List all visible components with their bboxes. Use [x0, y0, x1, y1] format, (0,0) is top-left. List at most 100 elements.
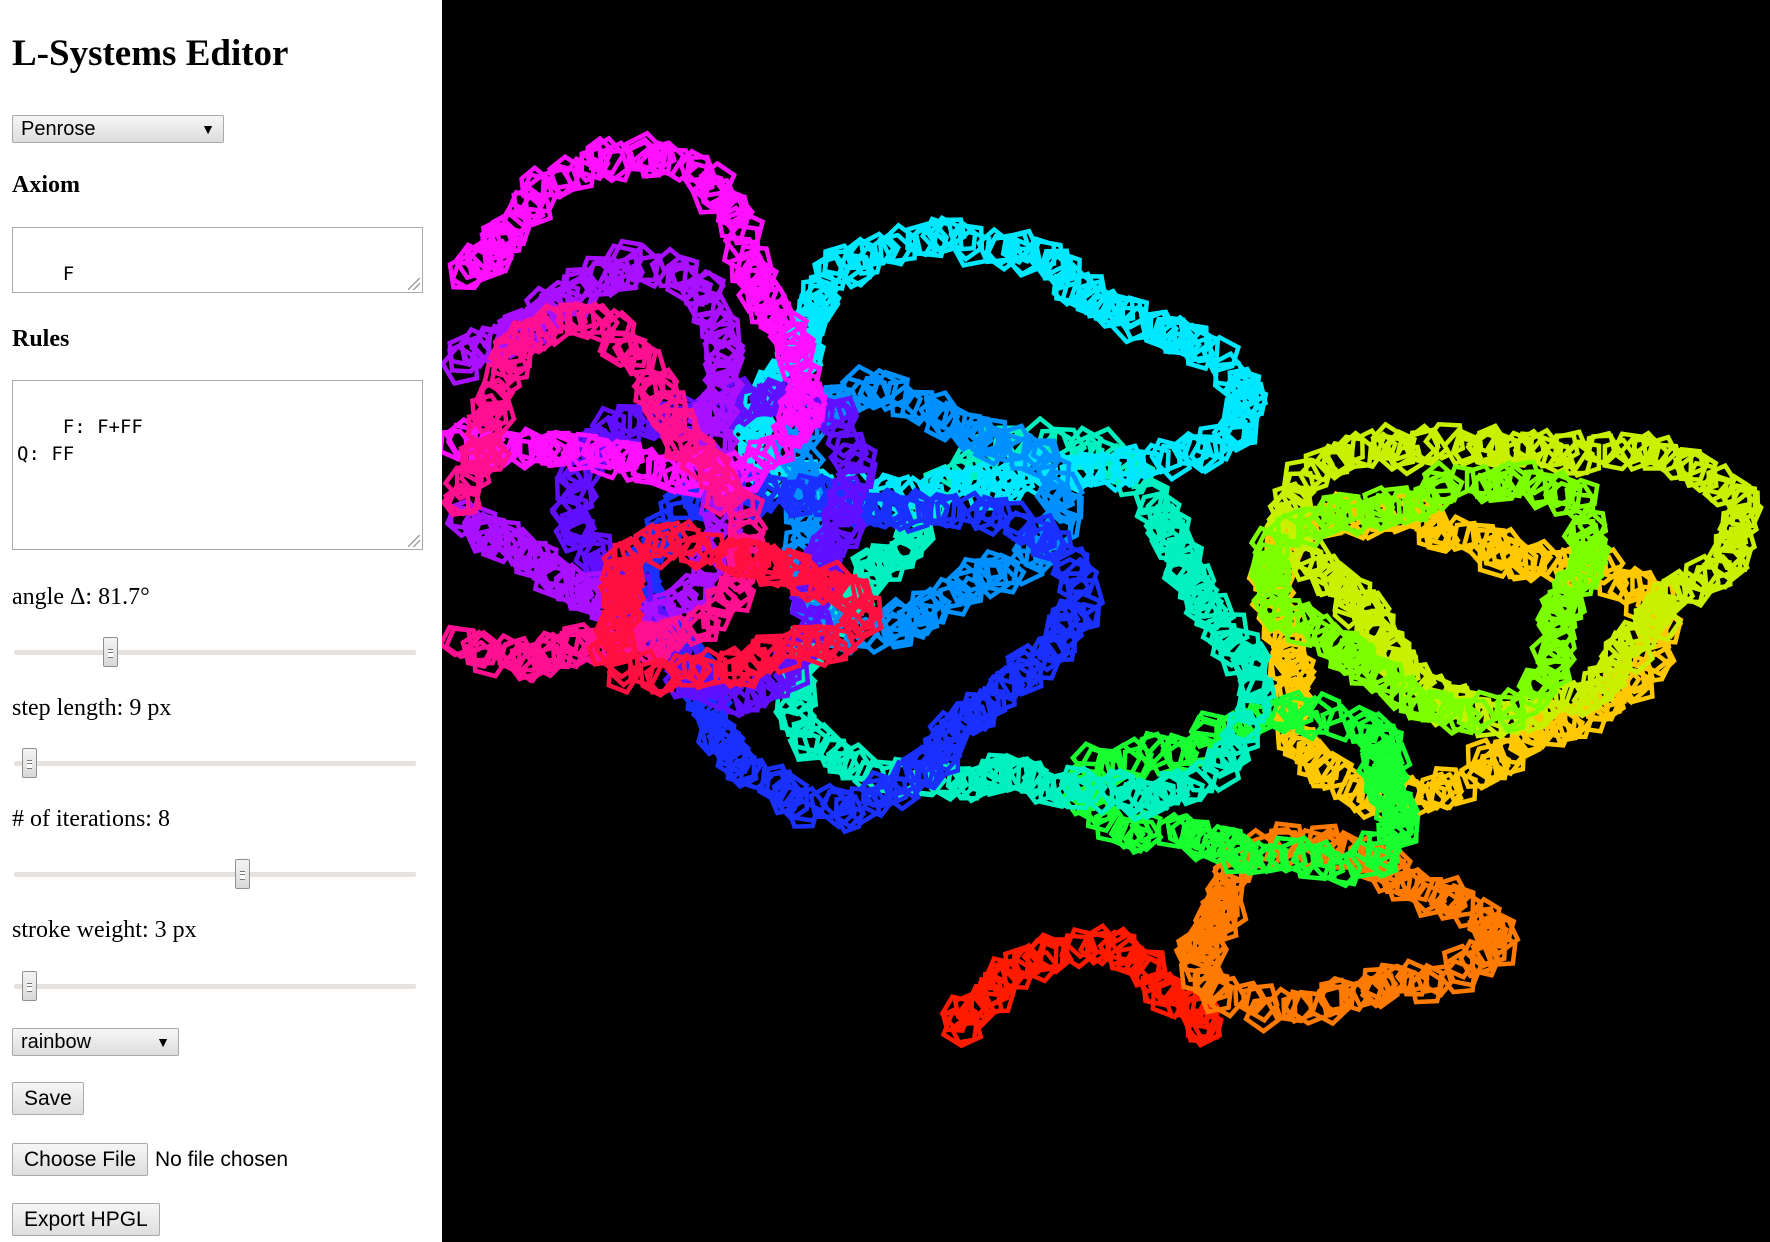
pentagon-tile — [1297, 694, 1336, 735]
pentagon-tile — [557, 574, 595, 611]
pentagon-tile — [629, 448, 666, 482]
pentagon-tile — [1328, 859, 1360, 889]
pentagon-tile — [442, 624, 475, 658]
chevron-down-icon: ▼ — [156, 1034, 170, 1050]
pentagon-tile — [705, 584, 738, 615]
pentagon-tile — [1683, 460, 1719, 494]
pentagon-tile — [1022, 512, 1063, 554]
pentagon-tile — [776, 411, 809, 441]
pentagon-tile — [1563, 491, 1596, 527]
slider-thumb[interactable] — [22, 971, 37, 1001]
pentagon-tile — [1150, 316, 1187, 351]
angle-slider[interactable] — [14, 637, 416, 667]
slider-thumb[interactable] — [235, 859, 250, 889]
rules-value: F: F+FF Q: FF — [17, 416, 143, 465]
resize-handle-icon[interactable] — [408, 278, 420, 290]
pentagon-tile — [599, 558, 631, 592]
pentagon-tile — [703, 486, 733, 518]
pentagon-tile — [1039, 249, 1074, 285]
pentagon-tile — [709, 474, 741, 508]
pentagon-tile — [559, 627, 592, 658]
pentagon-tile — [994, 432, 1028, 464]
pentagon-tile — [923, 390, 960, 428]
pentagon-tile — [586, 634, 620, 667]
pentagon-tile — [888, 759, 920, 797]
pentagon-tile — [1112, 443, 1146, 481]
pentagon-tile — [573, 540, 608, 577]
save-button[interactable]: Save — [12, 1082, 84, 1115]
iterations-slider[interactable] — [14, 859, 416, 889]
pentagon-tile — [878, 495, 913, 530]
pentagon-tile — [1427, 469, 1465, 503]
choose-file-button[interactable]: Choose File — [12, 1143, 149, 1176]
pentagon-tile — [610, 238, 643, 275]
pentagon-tile — [931, 400, 968, 440]
pentagon-tile — [1015, 760, 1052, 800]
pentagon-tile — [1265, 986, 1298, 1021]
pentagon-tile — [1647, 442, 1683, 474]
pentagon-tile — [945, 766, 979, 801]
pentagon-tile — [780, 410, 818, 446]
pentagon-tile — [921, 742, 961, 780]
pentagon-tile — [1320, 703, 1359, 743]
pentagon-tile — [844, 438, 878, 475]
pentagon-tile — [1030, 438, 1061, 465]
pentagon-tile — [780, 326, 817, 360]
pentagon-tile — [1212, 360, 1251, 401]
pentagon-tile — [974, 548, 1008, 581]
slider-thumb[interactable] — [103, 637, 118, 667]
pentagon-tile — [916, 761, 947, 791]
pentagon-tile — [1366, 759, 1399, 791]
pentagon-tile — [858, 231, 897, 266]
pentagon-tile — [606, 658, 640, 696]
pentagon-tile — [1309, 984, 1353, 1027]
pentagon-tile — [1552, 429, 1590, 472]
pentagon-tile — [1111, 736, 1155, 779]
pentagon-tile — [1162, 979, 1199, 1019]
rules-input[interactable]: F: F+FF Q: FF — [12, 380, 423, 550]
color-mode-select[interactable]: rainbow ▼ — [12, 1028, 179, 1056]
pentagon-tile — [554, 468, 589, 507]
pentagon-tile — [1050, 546, 1094, 589]
pentagon-tile — [1358, 608, 1399, 644]
slider-thumb[interactable] — [22, 748, 37, 778]
pentagon-tile — [563, 301, 597, 332]
step-length-slider[interactable] — [14, 748, 416, 778]
pentagon-tile — [997, 500, 1037, 537]
pentagon-tile — [510, 426, 548, 467]
pentagon-tile — [877, 232, 915, 267]
pentagon-tile — [1312, 750, 1355, 792]
pentagon-tile — [726, 211, 766, 246]
pentagon-tile — [599, 331, 643, 369]
pentagon-tile — [1175, 322, 1209, 359]
pentagon-tile — [442, 428, 474, 462]
pentagon-tile — [1156, 811, 1192, 850]
pentagon-tile — [1045, 249, 1082, 292]
stroke-weight-slider[interactable] — [14, 971, 416, 1001]
pentagon-tile — [860, 776, 897, 810]
export-hpgl-button[interactable]: Export HPGL — [12, 1203, 160, 1236]
pentagon-tile — [1054, 601, 1094, 639]
page-title: L-Systems Editor — [12, 33, 289, 74]
color-mode-value: rainbow — [21, 1030, 92, 1053]
axiom-input[interactable]: F — [12, 227, 423, 293]
pentagon-tile — [511, 186, 548, 219]
pentagon-tile — [948, 220, 978, 252]
axiom-heading: Axiom — [12, 172, 80, 198]
pentagon-tile — [832, 507, 865, 538]
pentagon-tile — [1351, 830, 1393, 867]
pentagon-tile — [991, 752, 1031, 794]
pentagon-tile — [834, 575, 869, 609]
step-length-label: step length: 9 px — [12, 695, 172, 721]
resize-handle-icon[interactable] — [408, 535, 420, 547]
pentagon-tile — [634, 625, 664, 659]
pentagon-tile — [646, 139, 677, 170]
preset-select[interactable]: Penrose ▼ — [12, 115, 224, 143]
pentagon-tile — [1077, 930, 1110, 967]
drawing-canvas[interactable] — [442, 0, 1770, 1242]
pentagon-tile — [1712, 547, 1750, 583]
pentagon-tile — [1204, 430, 1237, 462]
pentagon-tile — [1323, 440, 1355, 476]
pentagon-tile — [1678, 448, 1719, 489]
chevron-down-icon: ▼ — [201, 121, 215, 137]
